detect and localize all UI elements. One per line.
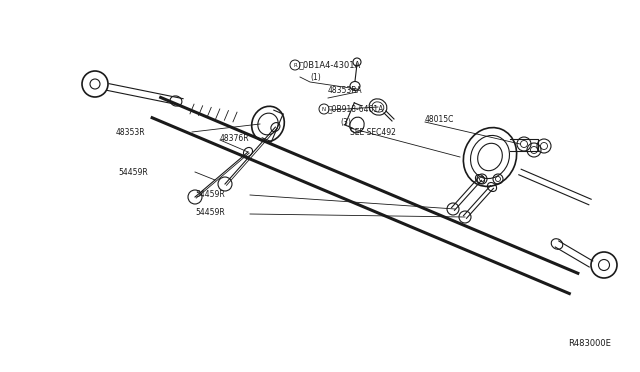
Text: 48353RA: 48353RA — [328, 86, 363, 94]
Text: 54459R: 54459R — [195, 208, 225, 217]
Text: SEE SEC492: SEE SEC492 — [350, 128, 396, 137]
Text: Ⓞ0B918-6461A: Ⓞ0B918-6461A — [328, 105, 385, 113]
Text: 48376R: 48376R — [220, 134, 250, 142]
Text: N: N — [322, 106, 326, 112]
Text: 54459R: 54459R — [195, 189, 225, 199]
Text: 48015C: 48015C — [425, 115, 454, 124]
Text: (3): (3) — [340, 118, 351, 126]
Text: (1): (1) — [310, 73, 321, 81]
Text: 54459R: 54459R — [118, 167, 148, 176]
Text: R: R — [293, 62, 297, 67]
Text: Ⓞ0B1A4-4301A: Ⓞ0B1A4-4301A — [299, 61, 361, 70]
Text: 48353R: 48353R — [116, 128, 146, 137]
Text: R483000E: R483000E — [568, 340, 611, 349]
